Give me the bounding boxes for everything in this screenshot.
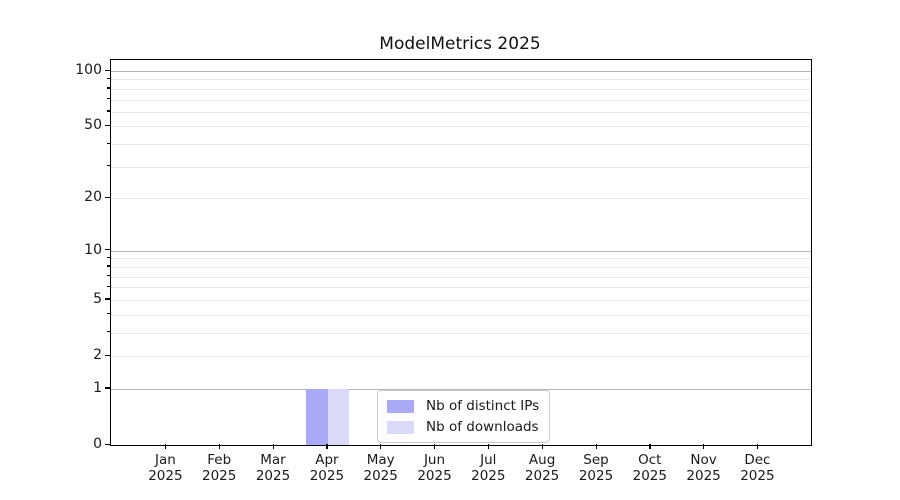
minor-gridline bbox=[111, 356, 811, 357]
x-tick-mark bbox=[434, 444, 436, 449]
y-minor-tick-mark bbox=[107, 265, 110, 267]
chart-title: ModelMetrics 2025 bbox=[379, 34, 541, 54]
x-tick-label: Apr 2025 bbox=[309, 452, 345, 484]
x-tick-mark bbox=[595, 444, 597, 449]
x-tick-mark bbox=[218, 444, 220, 449]
minor-gridline bbox=[111, 266, 811, 268]
minor-gridline bbox=[111, 276, 811, 278]
y-tick-mark bbox=[105, 124, 110, 127]
x-tick-mark bbox=[703, 444, 705, 449]
x-tick-label: Oct 2025 bbox=[632, 452, 667, 484]
y-tick-mark bbox=[105, 298, 110, 300]
x-tick-mark bbox=[649, 444, 651, 449]
y-tick-label: 100 bbox=[75, 62, 102, 78]
minor-gridline bbox=[111, 198, 811, 200]
y-minor-tick-mark bbox=[107, 331, 110, 333]
legend-item-distinct-ips: Nb of distinct IPs bbox=[387, 398, 539, 414]
major-gridline bbox=[111, 388, 811, 390]
minor-gridline bbox=[111, 258, 811, 260]
x-tick-label: Mar 2025 bbox=[255, 452, 291, 484]
y-minor-tick-mark bbox=[107, 142, 110, 144]
gridlines-layer bbox=[111, 60, 811, 445]
x-tick-mark bbox=[164, 444, 167, 449]
y-tick-mark bbox=[105, 443, 110, 445]
legend-swatch-downloads bbox=[387, 420, 414, 434]
legend-item-downloads: Nb of downloads bbox=[387, 419, 539, 435]
y-minor-tick-mark bbox=[107, 275, 110, 277]
minor-gridline bbox=[111, 166, 811, 168]
y-minor-tick-mark bbox=[107, 285, 110, 288]
x-tick-mark bbox=[487, 444, 490, 449]
major-gridline bbox=[111, 250, 811, 252]
minor-gridline bbox=[111, 314, 811, 316]
minor-gridline bbox=[111, 79, 811, 81]
x-tick-mark bbox=[756, 444, 759, 449]
minor-gridline bbox=[111, 126, 811, 128]
minor-gridline bbox=[111, 299, 811, 301]
major-gridline bbox=[111, 71, 811, 72]
y-tick-mark bbox=[105, 387, 110, 389]
minor-gridline bbox=[111, 287, 811, 289]
y-minor-tick-mark bbox=[107, 256, 110, 259]
bars-layer bbox=[111, 60, 811, 445]
y-minor-tick-mark bbox=[107, 313, 110, 315]
x-tick-mark bbox=[380, 444, 382, 449]
x-tick-mark bbox=[541, 444, 543, 449]
x-tick-label: Feb 2025 bbox=[202, 452, 237, 484]
y-tick-label: 2 bbox=[93, 347, 102, 363]
y-tick-mark bbox=[105, 69, 110, 71]
x-tick-label: Sep 2025 bbox=[578, 452, 614, 484]
y-minor-tick-mark bbox=[107, 77, 110, 80]
minor-gridline bbox=[111, 144, 811, 146]
x-tick-label: Dec 2025 bbox=[740, 452, 775, 484]
legend-swatch-distinct-ips bbox=[387, 399, 414, 413]
plot-area: Nb of distinct IPs Nb of downloads bbox=[110, 59, 812, 446]
legend: Nb of distinct IPs Nb of downloads bbox=[377, 390, 551, 443]
y-minor-tick-mark bbox=[107, 110, 110, 112]
x-tick-label: Jan 2025 bbox=[148, 452, 183, 484]
minor-gridline bbox=[111, 111, 811, 113]
y-tick-label: 10 bbox=[84, 241, 102, 258]
bar-downloads bbox=[327, 388, 350, 445]
y-tick-mark bbox=[105, 196, 110, 199]
x-tick-label: Jul 2025 bbox=[471, 452, 506, 484]
legend-label-distinct-ips: Nb of distinct IPs bbox=[426, 398, 540, 414]
legend-label-downloads: Nb of downloads bbox=[426, 419, 539, 435]
x-tick-mark bbox=[326, 444, 328, 449]
x-tick-label: Aug 2025 bbox=[524, 452, 560, 484]
y-tick-label: 20 bbox=[84, 189, 102, 206]
y-tick-label: 5 bbox=[93, 290, 102, 307]
minor-gridline bbox=[111, 88, 811, 90]
y-tick-label: 1 bbox=[93, 379, 102, 396]
x-tick-label: Nov 2025 bbox=[686, 452, 721, 484]
y-tick-label: 50 bbox=[84, 117, 102, 134]
x-tick-label: May 2025 bbox=[363, 452, 398, 484]
y-minor-tick-mark bbox=[107, 165, 110, 167]
minor-gridline bbox=[111, 99, 811, 101]
y-tick-mark bbox=[105, 249, 110, 251]
y-tick-mark bbox=[105, 354, 110, 356]
y-minor-tick-mark bbox=[107, 87, 110, 89]
x-tick-mark bbox=[272, 444, 274, 449]
x-tick-label: Jun 2025 bbox=[417, 452, 452, 484]
minor-gridline bbox=[111, 332, 811, 334]
y-tick-label: 0 bbox=[93, 436, 102, 452]
bar-distinct-ips bbox=[306, 388, 328, 445]
y-minor-tick-mark bbox=[107, 98, 110, 100]
